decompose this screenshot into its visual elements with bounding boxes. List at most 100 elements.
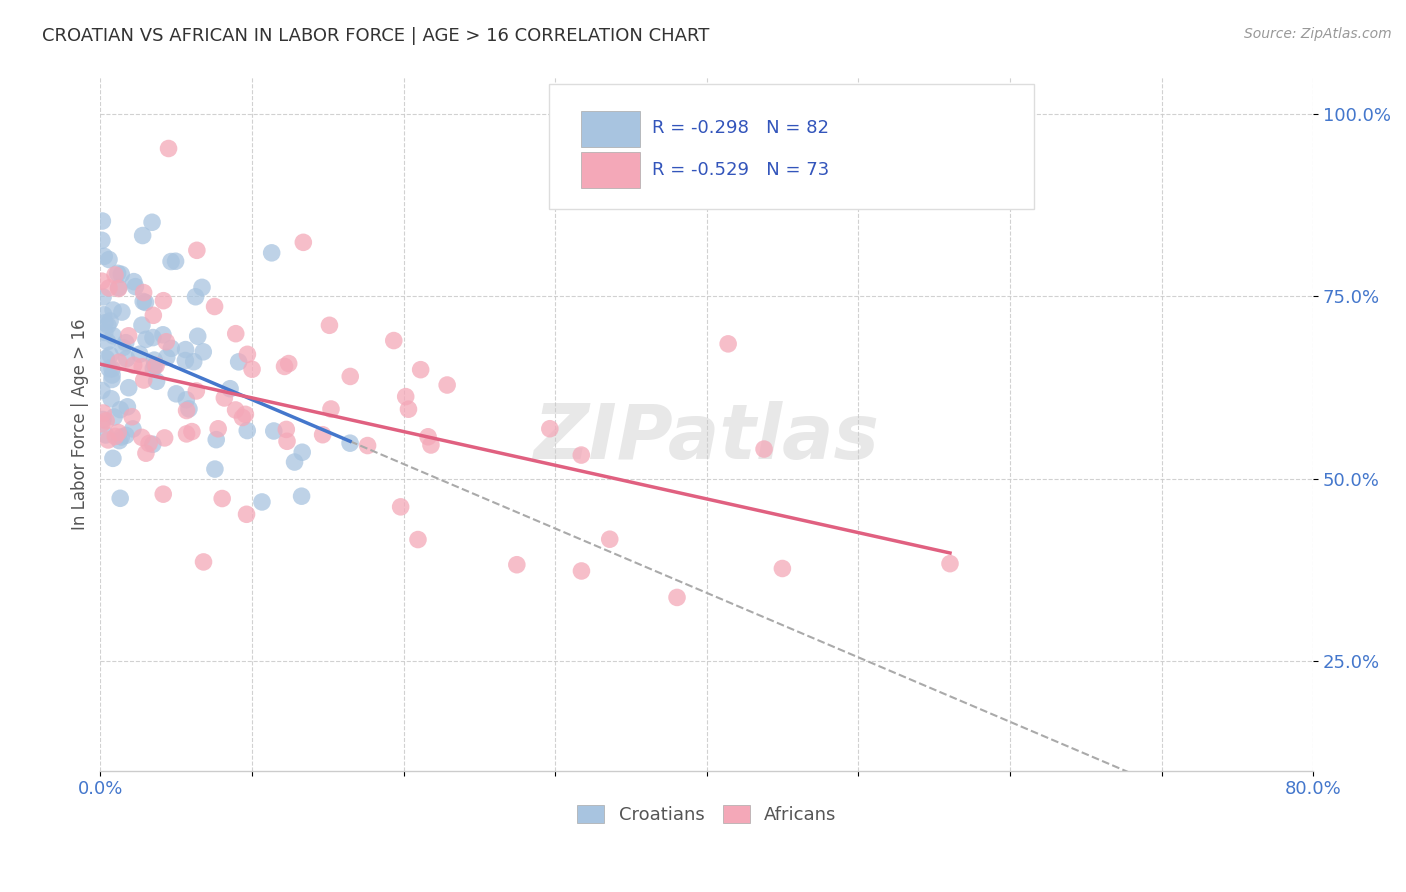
Point <box>141 215 163 229</box>
Point <box>101 451 124 466</box>
Point <box>236 347 259 361</box>
Point <box>132 373 155 387</box>
Point <box>228 355 250 369</box>
Point <box>96 414 118 428</box>
Point <box>90 233 112 247</box>
Point <box>132 294 155 309</box>
Point <box>117 400 139 414</box>
Point <box>145 374 167 388</box>
FancyBboxPatch shape <box>550 85 1035 209</box>
Point <box>108 355 131 369</box>
Point <box>283 455 305 469</box>
Point <box>134 295 156 310</box>
Point <box>91 406 114 420</box>
Point <box>98 314 121 328</box>
Point <box>436 378 458 392</box>
Point <box>157 141 180 155</box>
Point <box>318 318 340 333</box>
Point <box>94 326 117 340</box>
Point <box>131 359 153 374</box>
Point <box>263 424 285 438</box>
Point <box>96 334 118 349</box>
Point <box>235 407 257 421</box>
Point <box>260 245 283 260</box>
Point <box>571 564 593 578</box>
Point <box>122 275 145 289</box>
Point <box>108 434 131 448</box>
Point <box>142 437 165 451</box>
Point <box>145 359 167 373</box>
Point <box>110 267 132 281</box>
Point <box>389 500 412 514</box>
Point <box>93 249 115 263</box>
Point <box>132 285 155 300</box>
Point <box>152 293 174 308</box>
Point <box>205 433 228 447</box>
Point <box>122 358 145 372</box>
Point <box>409 362 432 376</box>
Legend: Croatians, Africans: Croatians, Africans <box>578 805 837 824</box>
Point <box>174 343 197 357</box>
Point <box>101 372 124 386</box>
Point <box>122 422 145 436</box>
Point <box>121 409 143 424</box>
Point <box>97 433 120 447</box>
Point <box>184 290 207 304</box>
Point <box>153 431 176 445</box>
Point <box>538 422 561 436</box>
Point <box>160 254 183 268</box>
Point <box>666 591 689 605</box>
Point <box>115 351 138 366</box>
Point <box>177 401 200 416</box>
Point <box>193 555 215 569</box>
Point <box>142 330 165 344</box>
Point <box>135 332 157 346</box>
Point <box>143 359 166 373</box>
Point <box>186 244 208 258</box>
Point <box>103 409 125 424</box>
Point <box>143 353 166 368</box>
Point <box>180 425 202 439</box>
Point <box>176 403 198 417</box>
Point <box>98 252 121 267</box>
Point <box>101 303 124 318</box>
Point <box>717 336 740 351</box>
Text: R = -0.298   N = 82: R = -0.298 N = 82 <box>652 119 830 137</box>
Point <box>90 274 112 288</box>
Point <box>107 266 129 280</box>
Point <box>98 281 121 295</box>
Point <box>93 308 115 322</box>
Point <box>416 430 439 444</box>
Point <box>111 341 134 355</box>
Point <box>211 491 233 506</box>
Point <box>277 357 299 371</box>
Point <box>165 386 187 401</box>
Point <box>152 327 174 342</box>
Point <box>101 362 124 376</box>
Point <box>155 334 177 349</box>
Point <box>204 462 226 476</box>
Point <box>142 361 165 376</box>
Text: ZIPatlas: ZIPatlas <box>534 401 880 475</box>
Point <box>193 344 215 359</box>
Point <box>104 268 127 282</box>
Point <box>183 355 205 369</box>
Point <box>96 351 118 366</box>
Point <box>165 254 187 268</box>
Point <box>319 402 342 417</box>
Point <box>174 353 197 368</box>
Point <box>339 369 361 384</box>
Point <box>290 489 312 503</box>
Point <box>398 402 420 417</box>
Point <box>107 281 129 295</box>
Point <box>131 430 153 444</box>
Point <box>160 342 183 356</box>
Point <box>219 382 242 396</box>
Point <box>104 429 127 443</box>
Point <box>770 561 793 575</box>
Point <box>131 318 153 333</box>
Point <box>939 557 962 571</box>
Point <box>191 280 214 294</box>
Text: CROATIAN VS AFRICAN IN LABOR FORCE | AGE > 16 CORRELATION CHART: CROATIAN VS AFRICAN IN LABOR FORCE | AGE… <box>42 27 710 45</box>
Point <box>135 446 157 460</box>
